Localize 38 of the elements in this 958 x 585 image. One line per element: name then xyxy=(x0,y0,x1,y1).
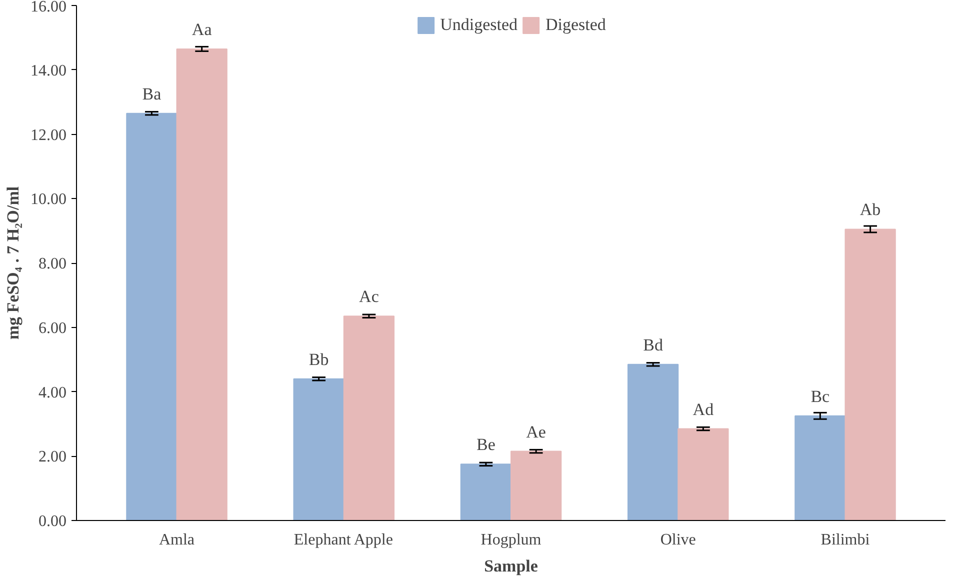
annotation: Bc xyxy=(810,386,830,406)
bar xyxy=(176,48,228,520)
annotation: Ab xyxy=(860,200,881,220)
x-axis-title: Sample xyxy=(484,556,538,576)
x-tick-label: Amla xyxy=(158,532,195,548)
y-tick-label: 14.00 xyxy=(30,62,66,80)
y-axis-title: mg FeSO₄ . 7 H₂O/ml xyxy=(4,186,22,340)
bar xyxy=(293,378,344,520)
annotation: Ac xyxy=(359,287,380,306)
y-tick-label: 6.00 xyxy=(38,320,66,337)
x-tick-label: Olive xyxy=(660,532,696,548)
bar xyxy=(460,464,512,520)
annotation: Ae xyxy=(526,422,546,442)
legend-label: Digested xyxy=(546,15,606,35)
x-tick-label: Hogplum xyxy=(480,532,542,548)
bar xyxy=(627,364,679,520)
bar xyxy=(126,112,178,520)
x-tick-label: Elephant Apple xyxy=(294,532,393,548)
annotation: Be xyxy=(476,435,496,454)
bar xyxy=(844,228,896,520)
y-tick-label: 16.00 xyxy=(30,0,66,16)
y-tick-label: 10.00 xyxy=(30,191,66,208)
bar xyxy=(678,428,729,520)
y-tick-label: 2.00 xyxy=(38,448,66,466)
annotation: Ad xyxy=(692,400,714,419)
y-tick-label: 8.00 xyxy=(38,256,66,272)
annotation: Aa xyxy=(192,20,212,39)
y-tick-label: 12.00 xyxy=(30,126,66,144)
y-tick-label: 4.00 xyxy=(38,384,66,402)
annotation: Ba xyxy=(142,84,162,104)
bar xyxy=(343,316,395,520)
annotation: Bb xyxy=(308,350,329,369)
bar xyxy=(510,450,562,520)
annotation: Bd xyxy=(643,335,664,354)
bar xyxy=(794,415,846,520)
legend-label: Undigested xyxy=(440,15,518,35)
y-tick-label: 0.00 xyxy=(38,513,66,530)
x-tick-label: Bilimbi xyxy=(820,532,870,548)
